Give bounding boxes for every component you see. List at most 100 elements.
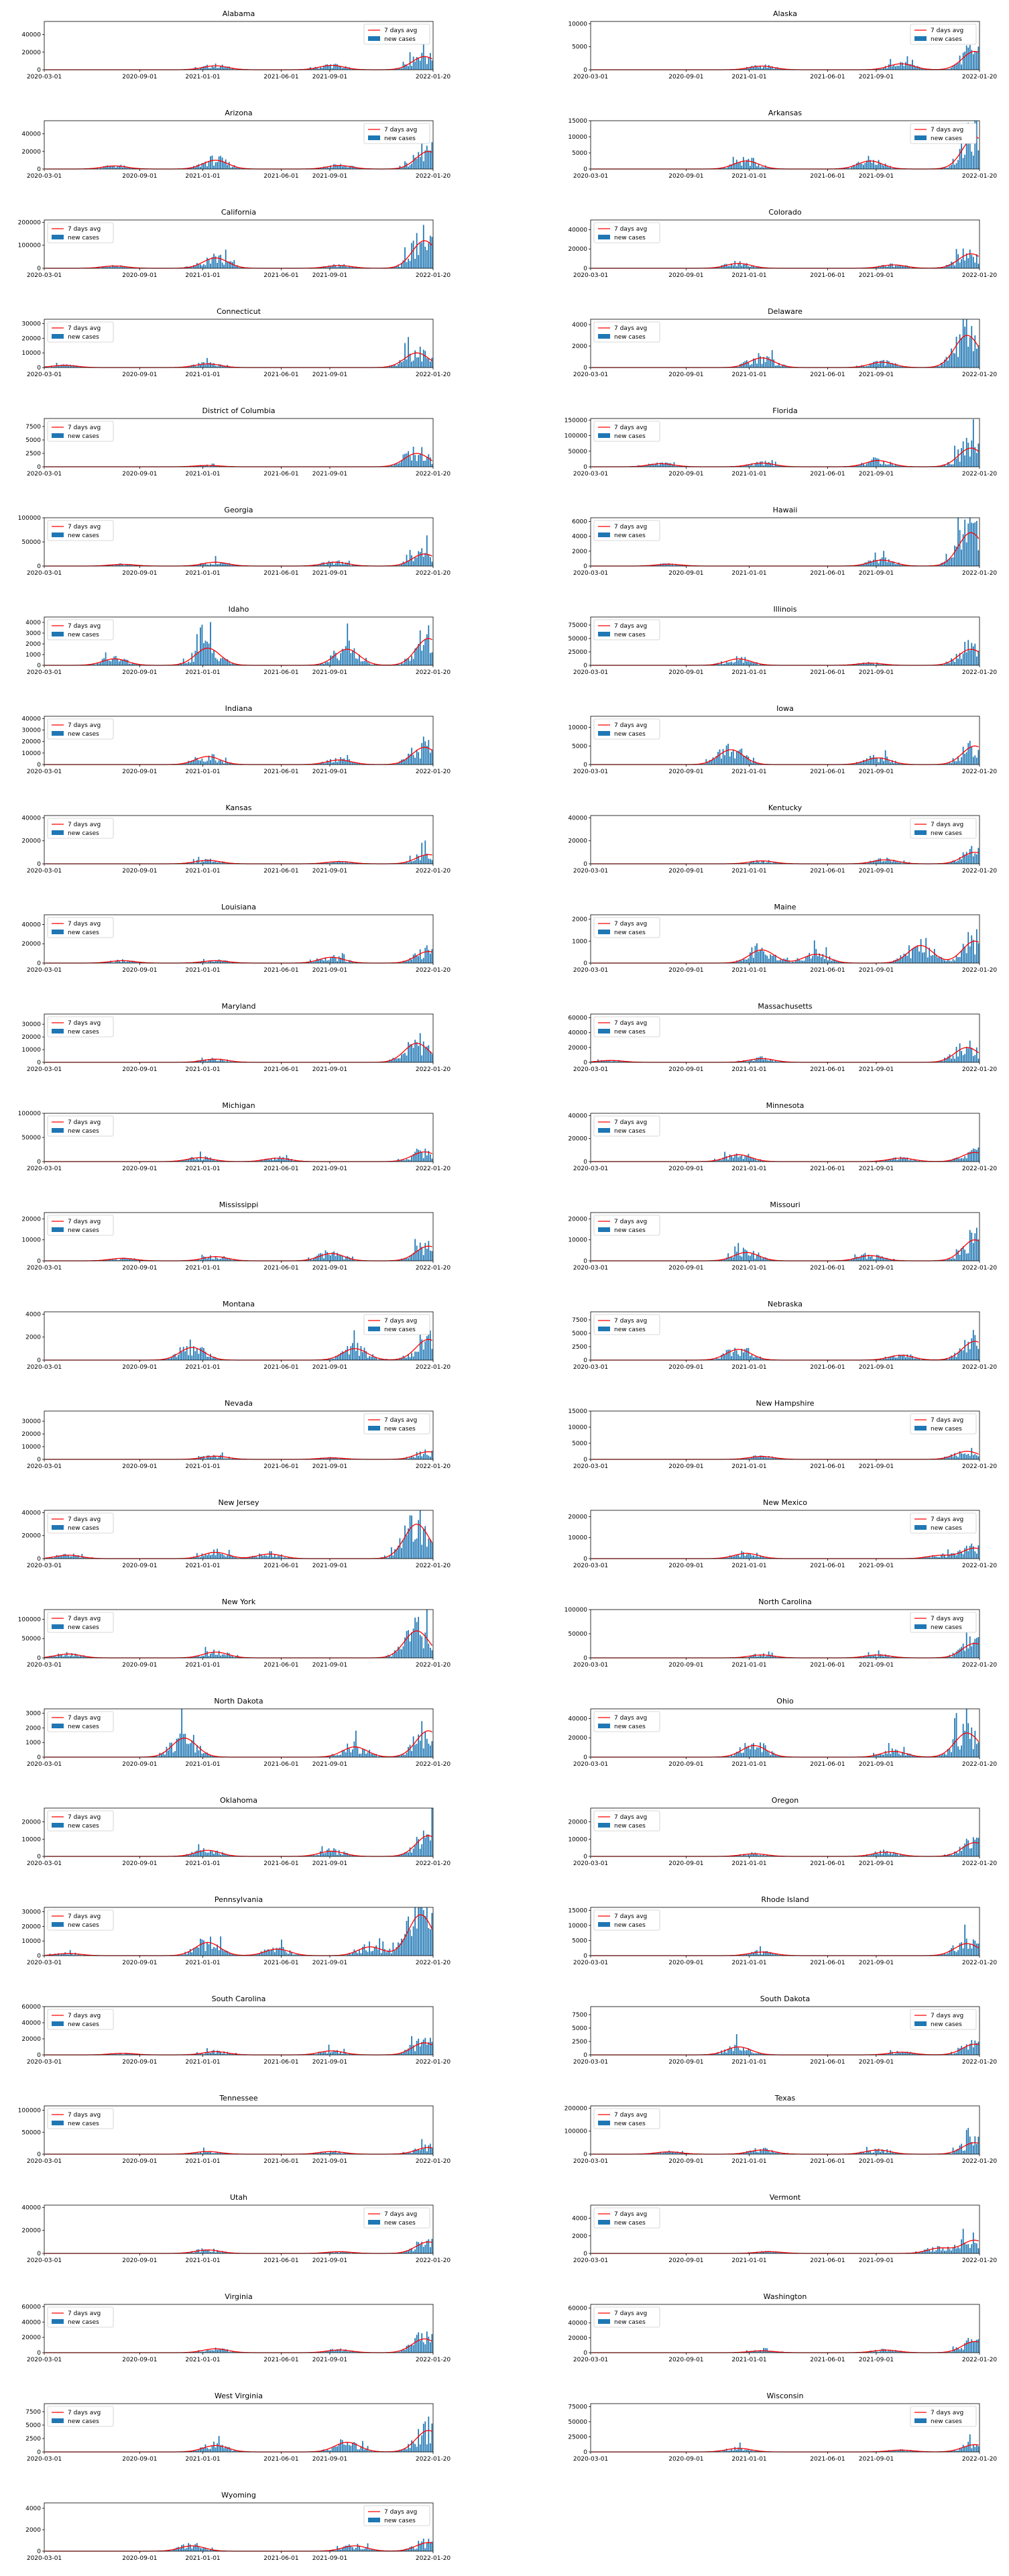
y-tick-label: 4000: [25, 620, 41, 626]
chart-title: Delaware: [768, 307, 803, 316]
bar: [367, 662, 369, 665]
axes-frame: [44, 914, 434, 964]
bar: [974, 755, 976, 765]
bar: [884, 365, 886, 368]
bar: [429, 953, 431, 963]
bar: [186, 663, 188, 665]
bar: [873, 754, 874, 765]
bar: [191, 653, 193, 665]
x-tick-label: 2021-06-01: [810, 272, 845, 279]
bar: [135, 962, 137, 963]
bar: [330, 64, 331, 70]
bar: [712, 757, 714, 765]
bar: [967, 346, 969, 368]
bar: [945, 357, 947, 368]
bar: [408, 166, 409, 169]
bar: [200, 166, 201, 169]
x-tick-label: 2021-06-01: [810, 471, 845, 478]
x-tick-label: 2022-01-20: [962, 769, 998, 775]
bar: [204, 265, 206, 268]
bar: [194, 565, 196, 566]
bar: [876, 757, 878, 765]
bar: [203, 761, 204, 765]
bar: [951, 658, 952, 665]
bar: [217, 162, 218, 169]
chart-title: Arkansas: [768, 109, 802, 117]
bar: [431, 463, 433, 467]
bar: [341, 860, 343, 864]
bar: [351, 564, 353, 566]
bar: [225, 757, 227, 765]
bar: [228, 763, 230, 765]
bar: [111, 962, 113, 963]
bar: [392, 267, 394, 268]
bar: [748, 757, 750, 765]
bar: [320, 763, 321, 765]
bar: [876, 361, 878, 368]
bar: [722, 664, 724, 665]
x-tick-label: 2021-09-01: [859, 173, 894, 180]
bar: [210, 264, 211, 268]
x-tick-label: 2020-09-01: [122, 372, 157, 378]
bar: [335, 265, 337, 268]
bar: [323, 960, 324, 963]
y-tick-label: 20000: [21, 739, 41, 746]
bar: [426, 853, 428, 864]
bar: [949, 663, 951, 665]
bar: [204, 858, 206, 864]
bar: [751, 363, 753, 368]
bar: [117, 266, 119, 268]
bar: [196, 263, 198, 268]
bar: [962, 441, 964, 467]
bar: [871, 861, 873, 864]
bar: [200, 761, 201, 765]
bar: [117, 658, 119, 665]
bar: [748, 67, 750, 70]
x-tick-label: 2021-06-01: [263, 372, 298, 378]
bar: [350, 565, 352, 566]
bar: [316, 565, 318, 566]
bar: [411, 243, 412, 268]
y-tick-label: 20000: [21, 149, 41, 156]
chart-title: Kansas: [226, 803, 252, 812]
bar: [873, 160, 874, 169]
bar: [123, 960, 125, 963]
bar: [406, 555, 408, 566]
bar: [732, 265, 734, 268]
bar: [220, 156, 222, 169]
bar: [891, 760, 893, 765]
bar: [971, 522, 973, 566]
bar: [949, 264, 951, 268]
legend-bar-swatch: [598, 334, 610, 339]
bar: [880, 162, 881, 169]
bar: [419, 630, 421, 665]
bar: [955, 249, 957, 268]
bar: [854, 166, 856, 169]
legend-line-label: 7 days avg: [614, 722, 647, 729]
bar: [113, 166, 115, 169]
bar: [962, 52, 964, 70]
bar: [421, 842, 423, 864]
bar: [868, 366, 870, 368]
bar: [888, 464, 890, 467]
bar: [922, 68, 924, 70]
bar: [663, 463, 665, 467]
bar: [345, 961, 347, 963]
bar: [117, 166, 119, 169]
bar: [429, 457, 431, 467]
bar: [871, 757, 873, 765]
bar: [734, 261, 736, 268]
bar: [974, 447, 976, 467]
bar: [421, 651, 423, 665]
bar: [194, 366, 196, 368]
bar: [884, 163, 886, 169]
bar: [194, 862, 196, 864]
bar: [763, 860, 764, 864]
bar: [959, 334, 961, 368]
bar: [321, 959, 323, 963]
bar: [861, 762, 863, 765]
bar: [208, 564, 210, 566]
bar: [135, 565, 137, 566]
